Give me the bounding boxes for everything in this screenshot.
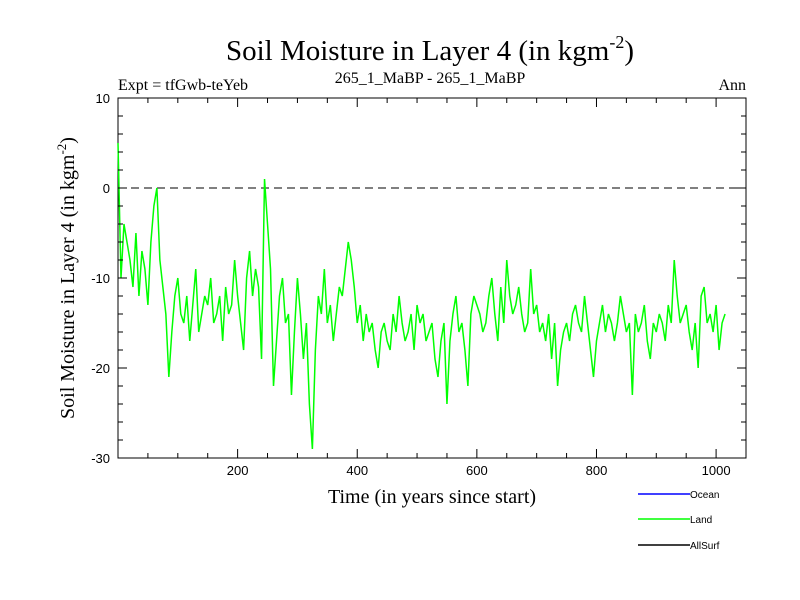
y-tick-label: -10 [91, 271, 110, 286]
y-tick-label: 10 [96, 91, 110, 106]
series-line-land [117, 142, 726, 450]
y-tick-label: -20 [91, 361, 110, 376]
x-tick-label: 800 [586, 463, 608, 478]
chart-title: Soil Moisture in Layer 4 (in kgm-2) [226, 32, 634, 67]
x-tick-label: 400 [346, 463, 368, 478]
subtitle-right: Ann [718, 77, 746, 94]
legend-label-land: Land [690, 515, 712, 526]
axis-tick-labels: 200 400 600 800 1000 10 0 -10 -20 -30 [91, 91, 730, 478]
x-axis-label: Time (in years since start) [328, 486, 536, 508]
x-tick-label: 600 [466, 463, 488, 478]
x-tick-label: 1000 [702, 463, 731, 478]
legend: Ocean Land AllSurf [638, 490, 720, 552]
axis-ticks [118, 97, 746, 459]
y-axis-label: Soil Moisture in Layer 4 (in kgm-2) [54, 137, 79, 419]
plot-frame [117, 97, 747, 459]
legend-label-allsurf: AllSurf [690, 541, 720, 552]
legend-label-ocean: Ocean [690, 490, 719, 501]
subtitle-center: 265_1_MaBP - 265_1_MaBP [335, 70, 526, 87]
y-tick-label: 0 [103, 181, 110, 196]
y-tick-label: -30 [91, 451, 110, 466]
subtitle-left: Expt = tfGwb-teYeb [118, 77, 248, 94]
x-tick-label: 200 [227, 463, 249, 478]
